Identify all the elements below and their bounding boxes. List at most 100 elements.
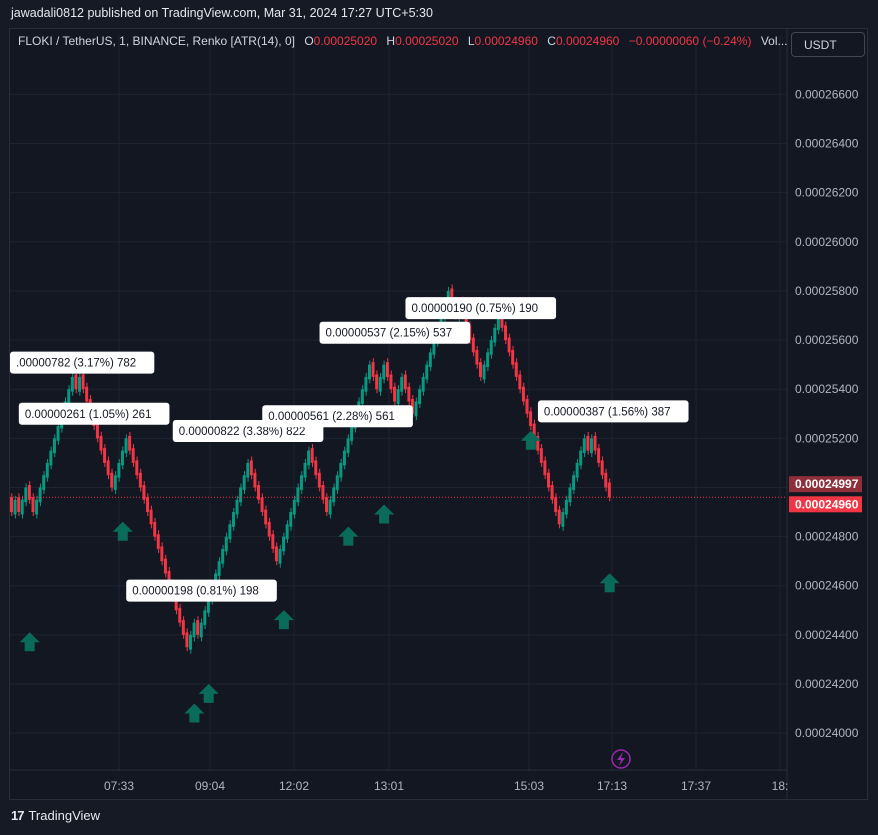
brick-body [593, 435, 597, 451]
label-box [10, 351, 155, 374]
up-brick [35, 495, 39, 519]
up-brick [199, 618, 203, 642]
buy-arrow-icon [19, 632, 40, 652]
brick-body [221, 548, 225, 564]
down-brick [507, 333, 511, 357]
symbol-legend[interactable]: FLOKI / TetherUS, 1, BINANCE, Renko [ATR… [18, 34, 788, 48]
brick-body [525, 399, 529, 414]
price-tick-label: 0.00025200 [795, 431, 859, 445]
down-brick [518, 370, 522, 394]
move-labels: .00000782 (3.17%) 782 0.00000261 (1.05%) … [10, 297, 689, 602]
brick-body [532, 423, 536, 439]
brick-body [99, 435, 103, 451]
down-brick [142, 481, 146, 504]
down-brick [557, 505, 561, 529]
up-brick [360, 385, 364, 408]
brick-body [582, 438, 586, 454]
brick-body [407, 386, 411, 402]
up-brick [482, 360, 486, 384]
brick-body [124, 438, 128, 454]
up-brick [396, 385, 400, 408]
volume-label[interactable]: Vol... [760, 34, 788, 48]
up-brick [332, 483, 336, 507]
brick-body [368, 364, 371, 380]
time-tick-label: 13:01 [374, 779, 404, 793]
brick-body [185, 632, 189, 648]
down-brick [81, 370, 85, 394]
buy-arrow-icon [112, 521, 133, 541]
brick-body [597, 448, 601, 463]
arrow-shape [338, 526, 359, 546]
brick-body [146, 497, 150, 513]
down-brick [160, 542, 164, 566]
brick-body [231, 512, 235, 527]
brick-body [325, 497, 329, 513]
brick-body [464, 313, 468, 328]
brick-body [142, 485, 146, 500]
down-brick [110, 468, 114, 492]
brick-body [289, 512, 293, 527]
time-tick-label: 12:02 [279, 779, 309, 793]
footer-brand[interactable]: 17 TradingView [11, 808, 100, 823]
up-brick [425, 360, 429, 384]
brick-body [242, 475, 246, 490]
brick-body [342, 450, 346, 466]
up-brick [561, 508, 565, 531]
price-tick-label: 0.00026000 [795, 235, 859, 249]
label-text: 0.00000387 (1.56%) 387 [544, 406, 671, 418]
up-brick [228, 520, 232, 544]
up-brick [339, 458, 343, 482]
down-brick [514, 358, 518, 381]
buy-arrow-icon [184, 703, 205, 723]
arrow-shape [198, 683, 219, 703]
down-brick [529, 407, 533, 431]
tradingview-logo-icon: 17 [11, 808, 25, 823]
brick-body [536, 435, 540, 451]
low-value: 0.00024960 [474, 34, 538, 48]
up-brick [428, 348, 432, 372]
up-brick [42, 471, 46, 494]
brick-body [239, 487, 243, 503]
brick-body [74, 374, 78, 390]
down-brick [103, 444, 107, 467]
symbol-name: FLOKI / TetherUS, 1, BINANCE, Renko [ATR… [18, 34, 295, 48]
label-text: 0.00000537 (2.15%) 537 [326, 328, 453, 340]
label-box [537, 400, 689, 423]
down-brick [131, 444, 135, 467]
brick-body [52, 438, 56, 454]
up-brick [124, 434, 128, 458]
brick-body [486, 352, 490, 368]
up-brick [299, 471, 303, 494]
time-tick-label: 15:03 [514, 779, 544, 793]
down-brick [539, 444, 543, 467]
arrow-shape [520, 430, 541, 450]
brick-body [482, 364, 486, 380]
brick-body [321, 485, 325, 500]
price-tick-label: 0.00025800 [795, 284, 859, 298]
down-brick [593, 431, 597, 455]
down-brick [478, 358, 482, 381]
brick-body [153, 521, 157, 537]
label-box [319, 321, 471, 344]
brick-body [389, 374, 393, 390]
price-tick-label: 0.00026400 [795, 137, 859, 151]
brick-body [385, 362, 389, 377]
brick-body [131, 448, 135, 463]
brick-body [543, 460, 547, 476]
up-brick [493, 323, 497, 347]
brick-body [106, 460, 110, 476]
brick-body [224, 536, 228, 552]
up-brick [346, 434, 350, 458]
currency-button[interactable]: USDT [791, 32, 865, 57]
arrow-shape [112, 521, 133, 541]
up-brick [486, 348, 490, 372]
down-brick [554, 493, 558, 517]
label-text: 0.00000822 (3.38%) 822 [179, 426, 306, 438]
up-brick [282, 532, 286, 556]
brick-body [339, 462, 343, 478]
down-brick [607, 478, 611, 502]
up-brick [203, 606, 207, 630]
down-brick [403, 370, 407, 394]
time-tick-label: 07:33 [104, 779, 134, 793]
